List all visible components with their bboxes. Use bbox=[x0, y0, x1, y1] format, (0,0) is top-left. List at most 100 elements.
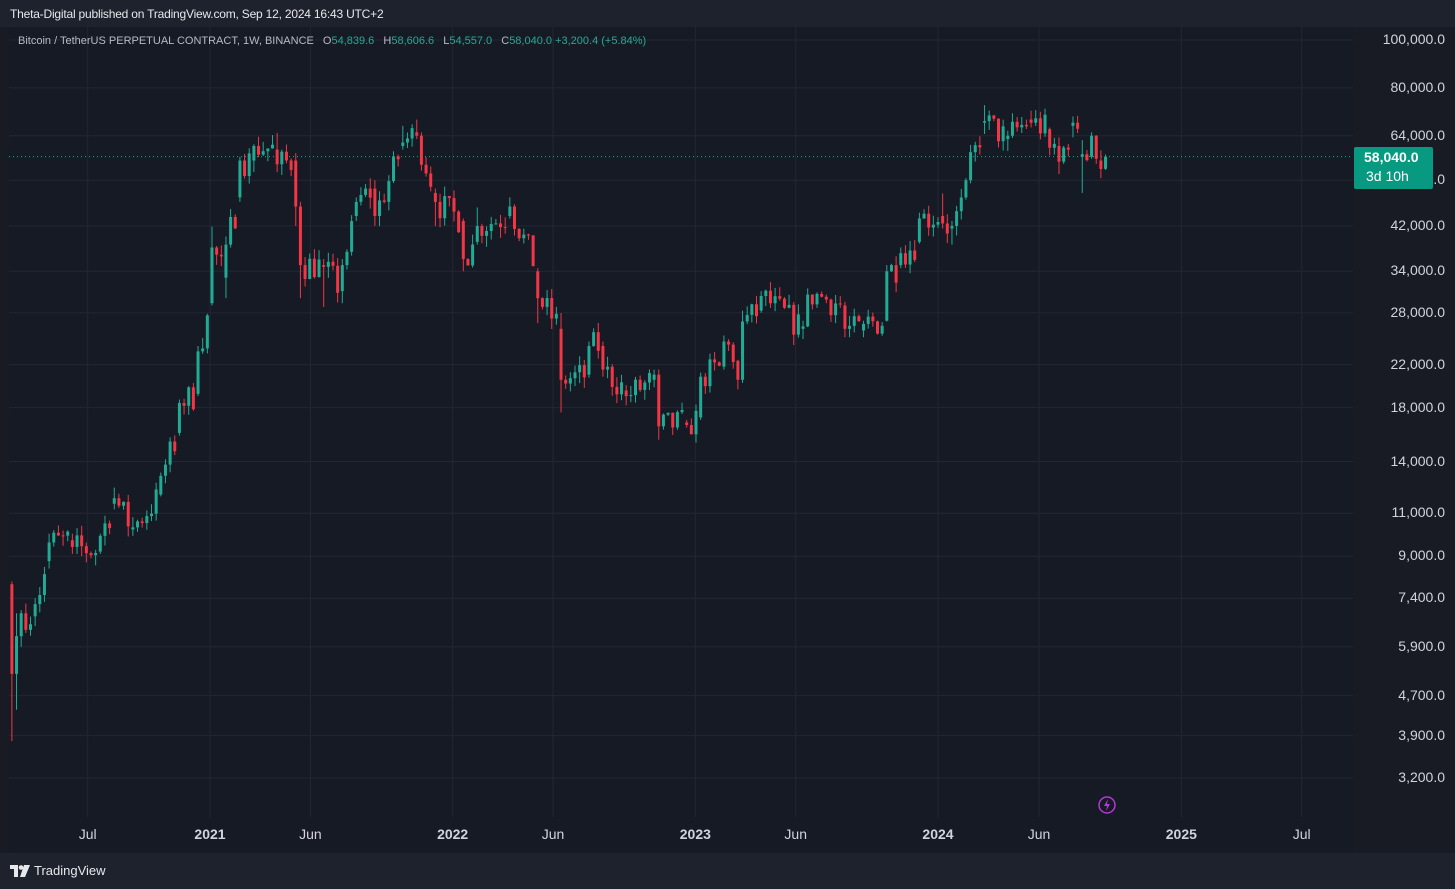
candle bbox=[149, 504, 153, 522]
candle-body bbox=[759, 296, 763, 311]
price-tick-label: 4,700.0 bbox=[1398, 686, 1445, 703]
candle-body bbox=[945, 223, 949, 234]
candle bbox=[266, 148, 270, 162]
candle bbox=[112, 487, 116, 510]
candle bbox=[754, 295, 758, 324]
candle-body bbox=[415, 132, 419, 136]
candle bbox=[154, 482, 158, 521]
candle bbox=[801, 320, 805, 339]
time-tick-label: Jul bbox=[78, 826, 97, 842]
candle-body bbox=[261, 151, 265, 155]
candle-body bbox=[582, 365, 586, 378]
candle bbox=[1001, 119, 1005, 151]
candle bbox=[15, 613, 19, 710]
candle bbox=[647, 369, 651, 391]
candle-body bbox=[922, 213, 926, 219]
candle bbox=[233, 214, 237, 230]
candle bbox=[824, 294, 828, 304]
candle bbox=[773, 287, 777, 312]
candle bbox=[736, 359, 740, 390]
candle-body bbox=[545, 298, 549, 307]
candle-body bbox=[587, 345, 591, 375]
candle bbox=[1015, 116, 1019, 132]
candle-body bbox=[731, 344, 735, 362]
candle bbox=[438, 193, 442, 228]
candle bbox=[987, 110, 991, 130]
candle bbox=[899, 247, 903, 269]
candle bbox=[973, 141, 977, 162]
candle-body bbox=[671, 412, 675, 428]
candle-body bbox=[238, 160, 242, 198]
candle bbox=[1006, 130, 1010, 151]
candle-body bbox=[303, 265, 307, 279]
candle bbox=[224, 236, 228, 299]
candle-body bbox=[419, 135, 423, 165]
publish-info: Theta-Digital published on TradingView.c… bbox=[10, 7, 384, 21]
chart-pane[interactable] bbox=[9, 27, 1353, 853]
candle bbox=[1020, 116, 1024, 133]
candle-body bbox=[857, 316, 861, 322]
candle bbox=[387, 175, 391, 211]
candle-body bbox=[19, 613, 23, 637]
candle-body bbox=[629, 395, 633, 397]
candle-body bbox=[741, 321, 745, 380]
candle bbox=[564, 375, 568, 389]
candle-body bbox=[326, 261, 330, 267]
candle bbox=[550, 289, 554, 330]
candle bbox=[652, 369, 656, 388]
candle bbox=[1038, 111, 1042, 140]
candle-body bbox=[447, 196, 451, 199]
candle bbox=[913, 240, 917, 263]
candle-body bbox=[643, 382, 647, 390]
candle-body bbox=[1001, 126, 1005, 142]
candle bbox=[1076, 115, 1080, 133]
candle bbox=[880, 322, 884, 336]
candle bbox=[768, 282, 772, 308]
candle bbox=[638, 375, 642, 392]
candle bbox=[620, 374, 624, 401]
candle bbox=[945, 214, 949, 244]
candle-body bbox=[573, 372, 577, 379]
lightning-icon[interactable] bbox=[1098, 796, 1116, 814]
candle-body bbox=[466, 259, 470, 266]
candle bbox=[215, 245, 219, 265]
candle-body bbox=[452, 198, 456, 212]
candle bbox=[708, 353, 712, 393]
candle bbox=[187, 386, 191, 415]
candle bbox=[875, 320, 879, 335]
candle-body bbox=[1034, 118, 1038, 123]
price-tick-label: 9,000.0 bbox=[1398, 547, 1445, 564]
candle bbox=[750, 303, 754, 323]
candle bbox=[615, 377, 619, 404]
candle-body bbox=[1010, 121, 1014, 136]
tradingview-logo[interactable]: TradingView bbox=[10, 863, 106, 878]
price-tick-label: 18,000.0 bbox=[1390, 398, 1446, 415]
time-tick-label: Jun bbox=[784, 826, 808, 842]
candle bbox=[666, 412, 670, 417]
candlestick-chart[interactable] bbox=[9, 27, 1353, 853]
candle-body bbox=[536, 271, 540, 299]
candle-body bbox=[1085, 154, 1089, 161]
candle bbox=[322, 259, 326, 307]
candle-body bbox=[1094, 135, 1098, 159]
candle-body bbox=[699, 376, 703, 418]
candle-body bbox=[475, 225, 479, 242]
candle-body bbox=[638, 379, 642, 390]
candle bbox=[61, 530, 65, 546]
candle-body bbox=[145, 516, 149, 524]
time-tick-label: 2021 bbox=[194, 826, 226, 842]
candle-body bbox=[499, 223, 503, 228]
candle bbox=[368, 178, 372, 209]
candle bbox=[559, 312, 563, 413]
candle-body bbox=[703, 376, 707, 387]
candle bbox=[969, 144, 973, 184]
candle-body bbox=[596, 332, 600, 351]
candle bbox=[294, 153, 298, 226]
candle bbox=[866, 309, 870, 329]
candle-body bbox=[624, 390, 628, 397]
candle bbox=[80, 525, 84, 557]
candle-body bbox=[717, 362, 721, 366]
candle bbox=[727, 339, 731, 351]
candle bbox=[540, 297, 544, 310]
candle bbox=[89, 551, 93, 559]
